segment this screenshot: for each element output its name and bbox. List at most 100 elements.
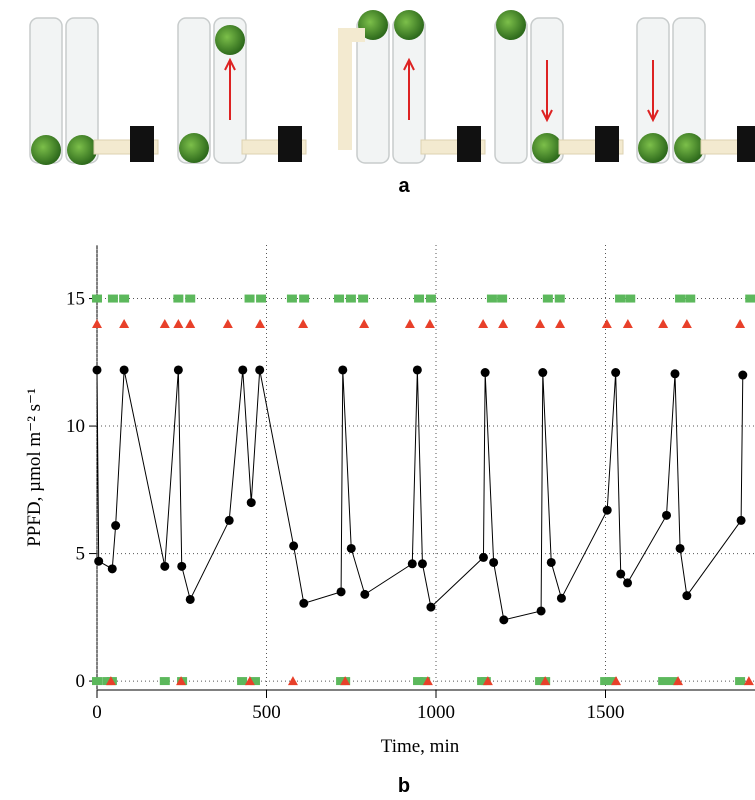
moss-ball xyxy=(532,133,562,163)
point xyxy=(92,319,102,329)
point xyxy=(119,365,129,375)
point xyxy=(486,294,497,303)
point xyxy=(424,319,435,329)
panel-label: a xyxy=(398,175,410,197)
point xyxy=(238,365,248,375)
point xyxy=(682,591,692,601)
point xyxy=(738,370,748,380)
point xyxy=(404,319,415,329)
point xyxy=(173,319,184,329)
point xyxy=(658,319,669,329)
x-tick-label: 1000 xyxy=(417,702,455,723)
y-axis-title: PPFD, µmol m⁻² s⁻¹ xyxy=(24,388,45,547)
arrow xyxy=(541,60,553,123)
point xyxy=(159,319,170,329)
point xyxy=(244,294,255,303)
point xyxy=(498,319,509,329)
arrow xyxy=(647,60,659,123)
point xyxy=(299,598,309,608)
point xyxy=(735,677,746,686)
point xyxy=(244,676,255,686)
point xyxy=(600,677,611,686)
point xyxy=(499,615,509,625)
point xyxy=(556,593,566,603)
point xyxy=(623,578,633,588)
y-tick-label: 10 xyxy=(66,416,85,437)
point xyxy=(611,368,621,378)
point xyxy=(743,676,754,686)
point xyxy=(417,559,427,569)
point xyxy=(222,319,233,329)
plot: 0 5 10 15 0 500 1000 1500 Time, min PPFD, µmol m⁻… xyxy=(24,245,755,757)
photo-strip xyxy=(29,10,755,165)
point xyxy=(346,543,356,553)
point xyxy=(615,294,626,303)
point xyxy=(675,543,685,553)
point xyxy=(160,561,170,571)
point xyxy=(413,677,424,686)
pump xyxy=(737,126,755,162)
point xyxy=(606,677,617,686)
point xyxy=(489,557,499,567)
moss-ball xyxy=(179,133,209,163)
y-tick-label: 5 xyxy=(76,544,86,565)
point xyxy=(535,319,546,329)
point xyxy=(246,498,256,508)
x-tick-label: 0 xyxy=(92,702,102,723)
moss-ball xyxy=(31,135,61,165)
point xyxy=(681,319,692,329)
moss-ball xyxy=(638,133,668,163)
point xyxy=(414,294,425,303)
point xyxy=(538,368,548,378)
point xyxy=(412,365,422,375)
point xyxy=(176,676,187,686)
point xyxy=(667,677,678,686)
moss-ball xyxy=(496,10,526,40)
line xyxy=(96,369,744,621)
bypass-pipe xyxy=(338,28,365,150)
point xyxy=(670,369,680,379)
point xyxy=(298,319,309,329)
point xyxy=(340,676,351,686)
point xyxy=(92,294,102,303)
point xyxy=(360,589,370,599)
point xyxy=(602,505,612,515)
point xyxy=(426,602,436,612)
point xyxy=(159,677,170,686)
point xyxy=(611,676,622,686)
point xyxy=(255,319,266,329)
point xyxy=(536,606,546,616)
point xyxy=(94,556,104,566)
point xyxy=(359,319,370,329)
point xyxy=(425,294,436,303)
point xyxy=(249,677,260,686)
point xyxy=(422,676,433,686)
point xyxy=(540,676,551,686)
point xyxy=(336,587,346,597)
moss-ball xyxy=(67,135,97,165)
moss-ball xyxy=(394,10,424,40)
point xyxy=(542,294,553,303)
moss-ball xyxy=(215,25,245,55)
point xyxy=(185,294,196,303)
point xyxy=(478,552,488,562)
point xyxy=(185,594,195,604)
point xyxy=(407,559,417,569)
point xyxy=(673,676,684,686)
point xyxy=(345,294,356,303)
x-tick-label: 1500 xyxy=(587,702,625,723)
point xyxy=(287,676,298,686)
point xyxy=(625,294,636,303)
point xyxy=(358,294,369,303)
pump xyxy=(278,126,302,162)
point xyxy=(480,368,490,378)
pump xyxy=(595,126,619,162)
pump xyxy=(457,126,481,162)
point xyxy=(546,557,556,567)
point xyxy=(111,521,121,531)
point xyxy=(658,677,669,686)
point xyxy=(622,319,633,329)
point xyxy=(92,677,102,686)
y-tick-label: 15 xyxy=(66,289,85,310)
